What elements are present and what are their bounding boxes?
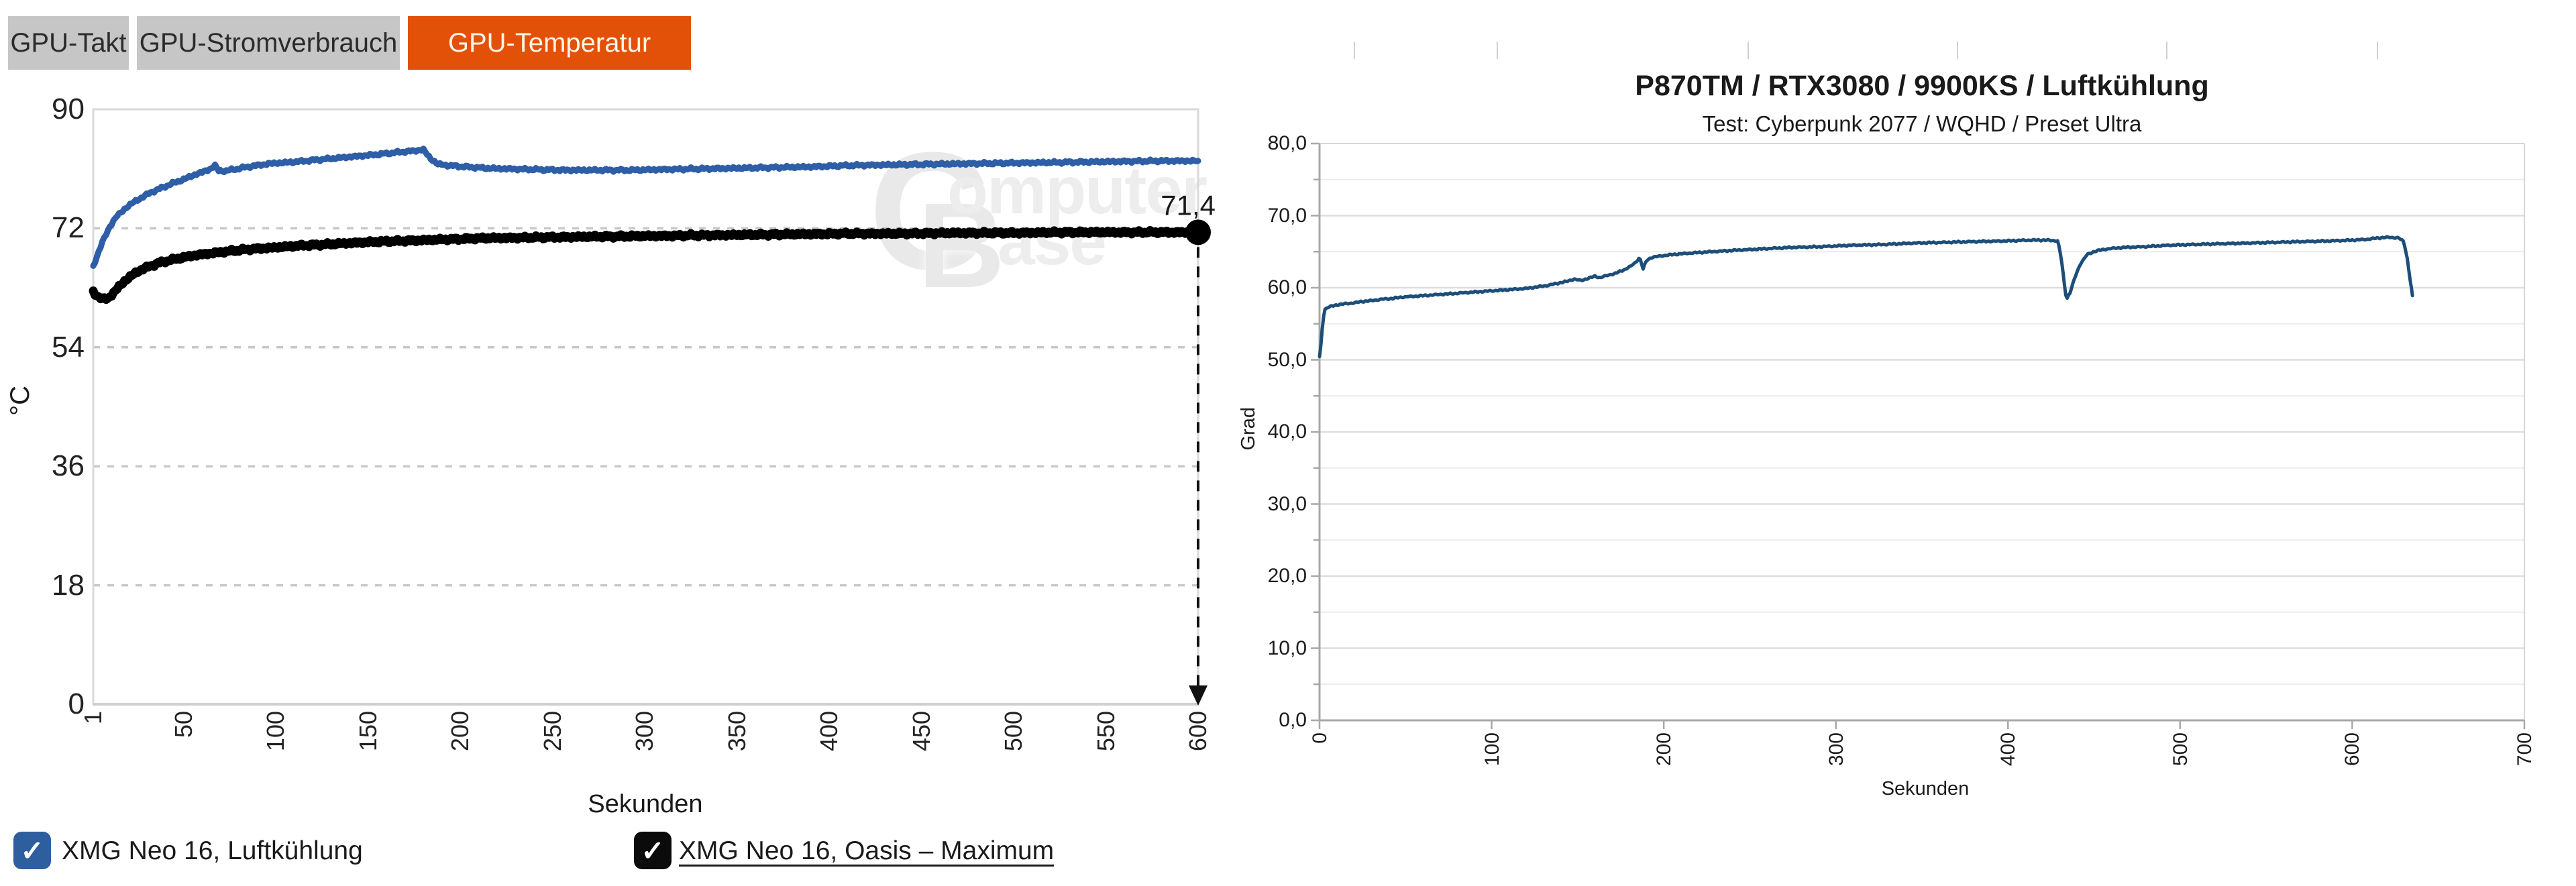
- top-tick-mark: [2377, 42, 2378, 59]
- top-tick-mark: [1748, 42, 1749, 59]
- left-y-axis-title: °C: [5, 386, 35, 416]
- chart-tabs: GPU-Takt GPU-Stromverbrauch GPU-Temperatur: [8, 16, 691, 70]
- svg-text:71,4: 71,4: [1161, 189, 1216, 221]
- right-y-tick-label: 10,0: [1267, 636, 1307, 659]
- top-tick-mark: [1497, 42, 1498, 59]
- left-y-tick-label: 0: [68, 687, 85, 720]
- right-y-tick-label: 0,0: [1279, 709, 1307, 731]
- right-chart-title: P870TM / RTX3080 / 9900KS / Luftkühlung: [1635, 70, 2209, 102]
- left-y-tick-label: 90: [52, 93, 85, 125]
- top-tick-mark: [2166, 42, 2167, 59]
- top-tick-mark: [1957, 42, 1958, 59]
- tab-gpu-takt[interactable]: GPU-Takt: [8, 16, 129, 70]
- left-y-tick-label: 18: [52, 568, 85, 602]
- checkmark-icon: ✓: [641, 834, 665, 867]
- right-y-tick-label: 30,0: [1267, 492, 1307, 515]
- right-y-tick-label: 80,0: [1267, 132, 1307, 154]
- left-y-tick-label: 54: [52, 330, 85, 364]
- right-y-tick-label: 70,0: [1267, 204, 1307, 227]
- left-x-axis-title: Sekunden: [588, 790, 703, 818]
- right-y-tick-label: 50,0: [1267, 348, 1307, 371]
- top-tick-mark: [1354, 42, 1355, 59]
- legend-label-1[interactable]: XMG Neo 16, Luftkühlung: [62, 836, 363, 865]
- left-y-tick-label: 36: [52, 449, 85, 483]
- right-chart-plot: [1311, 142, 2526, 729]
- legend-label-2[interactable]: XMG Neo 16, Oasis – Maximum: [679, 836, 1055, 865]
- tab-gpu-temperatur[interactable]: GPU-Temperatur: [408, 16, 691, 70]
- legend-checkbox-1[interactable]: ✓: [13, 832, 51, 869]
- right-y-tick-label: 60,0: [1267, 276, 1307, 298]
- right-y-tick-label: 40,0: [1267, 421, 1307, 443]
- left-chart-plot: 71,4: [89, 108, 1216, 706]
- right-y-tick-label: 20,0: [1267, 565, 1307, 587]
- right-x-axis-title: Sekunden: [1881, 778, 1970, 799]
- checkmark-icon: ✓: [20, 834, 44, 867]
- tab-gpu-stromverbrauch[interactable]: GPU-Stromverbrauch: [137, 16, 400, 70]
- right-chart-subtitle: Test: Cyberpunk 2077 / WQHD / Preset Ult…: [1702, 111, 2142, 136]
- left-y-tick-label: 72: [52, 211, 85, 245]
- legend-checkbox-2[interactable]: ✓: [634, 832, 672, 869]
